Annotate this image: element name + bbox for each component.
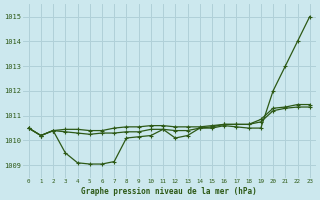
X-axis label: Graphe pression niveau de la mer (hPa): Graphe pression niveau de la mer (hPa) [81, 187, 257, 196]
